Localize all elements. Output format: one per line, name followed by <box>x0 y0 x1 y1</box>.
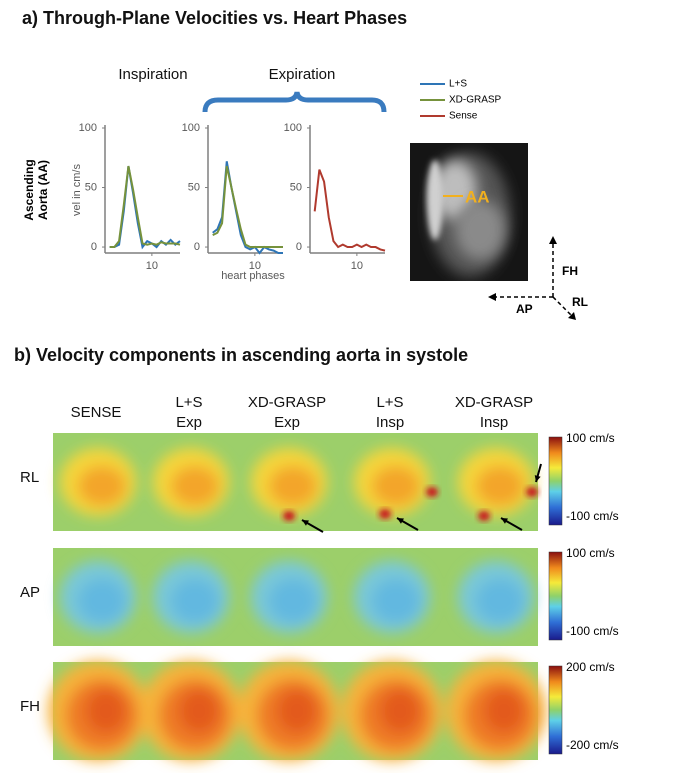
velocity-map <box>53 433 538 531</box>
direction: RL <box>572 295 588 309</box>
y-tick-label: 50 <box>290 181 302 193</box>
blob <box>179 689 219 733</box>
blob <box>78 579 126 623</box>
line <box>313 169 386 252</box>
x-tick-label: 10 <box>249 260 261 272</box>
y-tick-label: 50 <box>188 181 200 193</box>
row-label: Aorta (AA) <box>36 160 50 220</box>
phase-label: Expiration <box>269 66 336 83</box>
blob <box>380 689 420 733</box>
legend-label: Sense <box>449 111 478 122</box>
arrowhead <box>501 518 508 524</box>
blob <box>269 579 317 623</box>
y-tick-label: 100 <box>284 122 302 134</box>
column-header: Insp <box>376 414 404 431</box>
blob <box>171 579 219 623</box>
hot-spot <box>283 511 295 521</box>
blob <box>78 466 126 506</box>
direction: FH <box>562 264 578 278</box>
legend-label: L+S <box>449 79 467 90</box>
direction: AP <box>516 302 533 316</box>
arrowhead <box>397 518 404 524</box>
colorbar <box>548 436 563 526</box>
hot-spot <box>478 511 490 521</box>
x-tick-label: 10 <box>351 260 363 272</box>
blob <box>484 689 524 733</box>
y-tick-label: 100 <box>79 122 97 134</box>
blob <box>277 689 317 733</box>
mri-image <box>410 143 528 281</box>
blob <box>171 466 219 506</box>
row-label: AP <box>20 584 40 601</box>
arrowhead <box>302 520 309 526</box>
y-tick-label: 0 <box>194 241 200 253</box>
blob <box>372 466 420 506</box>
row-label: FH <box>20 698 40 715</box>
title-a: a) Through-Plane Velocities vs. Heart Ph… <box>22 8 407 28</box>
column-header: Exp <box>274 414 300 431</box>
colorbar-label: 200 cm/s <box>566 660 615 674</box>
y-tick-label: 50 <box>85 181 97 193</box>
y-tick-label: 100 <box>182 122 200 134</box>
bracket <box>202 91 387 113</box>
x-axis-label: heart phases <box>221 270 285 282</box>
colorbar <box>548 665 563 755</box>
hot-spot <box>426 487 438 497</box>
blob <box>269 466 317 506</box>
map-blobs <box>60 561 534 633</box>
direction-axes <box>494 242 573 317</box>
map-blobs <box>48 661 546 761</box>
colorbar-label: -100 cm/s <box>566 624 619 638</box>
column-header: L+S <box>175 394 202 411</box>
blob <box>86 689 126 733</box>
image-label: AA <box>465 187 490 206</box>
line <box>212 165 283 249</box>
column-header: SENSE <box>71 404 122 421</box>
line <box>109 165 181 249</box>
x-tick-label: 10 <box>146 260 158 272</box>
column-header: L+S <box>376 394 403 411</box>
column-header: Exp <box>176 414 202 431</box>
y-tick-label: 0 <box>296 241 302 253</box>
velocity-map <box>48 661 546 761</box>
phase-label: Inspiration <box>118 66 187 83</box>
y-tick-label: 0 <box>91 241 97 253</box>
column-header: Insp <box>480 414 508 431</box>
blob <box>476 579 524 623</box>
column-header: XD-GRASP <box>248 394 326 411</box>
blob <box>372 579 420 623</box>
velocity-map <box>53 548 538 646</box>
y-axis-label: vel in cm/s <box>71 164 83 216</box>
row-label: Ascending <box>22 159 36 220</box>
row-label: RL <box>20 469 39 486</box>
hot-spot <box>526 487 538 497</box>
arrowhead <box>534 475 541 482</box>
title-b: b) Velocity components in ascending aort… <box>14 345 468 365</box>
legend-label: XD-GRASP <box>449 95 502 106</box>
colorbar <box>548 551 563 641</box>
colorbar-label: -200 cm/s <box>566 738 619 752</box>
colorbar-label: 100 cm/s <box>566 546 615 560</box>
colorbar-label: -100 cm/s <box>566 509 619 523</box>
hot-spot <box>379 509 391 519</box>
blob <box>476 466 524 506</box>
column-header: XD-GRASP <box>455 394 533 411</box>
map-blobs <box>60 448 534 516</box>
colorbar-label: 100 cm/s <box>566 431 615 445</box>
